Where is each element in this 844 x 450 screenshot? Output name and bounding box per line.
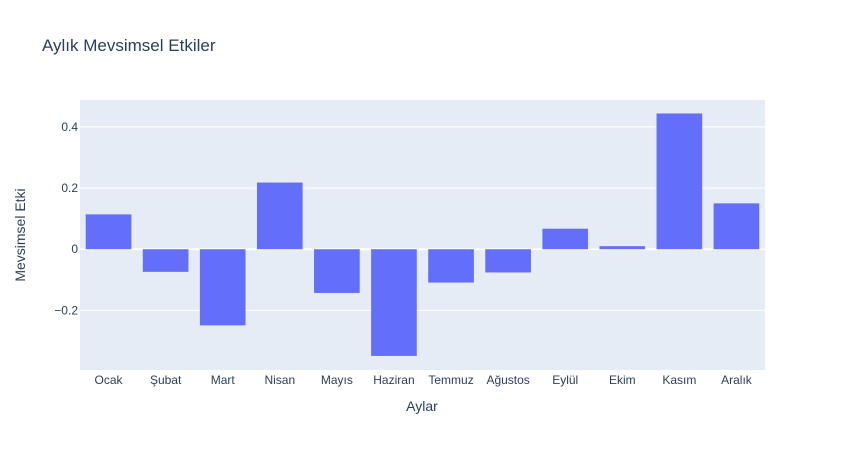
bar-eylül[interactable]: [542, 228, 589, 250]
y-tick-label: 0.2: [61, 181, 78, 195]
bar-ocak[interactable]: [85, 214, 132, 250]
chart-title: Aylık Mevsimsel Etkiler: [42, 36, 216, 55]
bar-kasım[interactable]: [656, 113, 703, 250]
x-tick-label: Ekim: [609, 373, 636, 387]
y-axis-title: Mevsimsel Etki: [12, 188, 28, 281]
x-axis-ticks: Ocak Şubat Mart Nisan Mayıs Haziran Temmuz Ağus…: [95, 373, 753, 387]
x-tick-label: Eylül: [552, 373, 578, 387]
x-tick-label: Aralık: [721, 373, 753, 387]
bar-aralık[interactable]: [713, 203, 760, 250]
x-tick-label: Mayıs: [321, 373, 353, 387]
bar-ekim[interactable]: [599, 246, 646, 250]
y-tick-label: 0: [71, 242, 78, 256]
x-tick-label: Kasım: [662, 373, 696, 387]
bar-ağustos[interactable]: [485, 249, 531, 273]
x-tick-label: Şubat: [150, 373, 182, 387]
y-tick-label: 0.4: [61, 120, 78, 134]
bar-nisan[interactable]: [256, 182, 303, 250]
x-tick-label: Haziran: [373, 373, 414, 387]
y-gridlines: [80, 126, 765, 311]
plot-area: [80, 100, 765, 370]
bar-haziran[interactable]: [371, 249, 417, 356]
x-tick-label: Mart: [211, 373, 236, 387]
x-axis-title: Aylar: [406, 398, 438, 414]
bar-mart[interactable]: [199, 249, 246, 326]
y-axis-ticks: −0.2 0 0.2 0.4: [54, 120, 78, 317]
x-tick-label: Ocak: [95, 373, 124, 387]
bar-temmuz[interactable]: [428, 249, 474, 283]
bar-mayıs[interactable]: [314, 249, 360, 293]
bar-şubat[interactable]: [142, 249, 189, 272]
x-tick-label: Ağustos: [486, 373, 529, 387]
bar-series: [85, 113, 760, 356]
x-tick-label: Nisan: [264, 373, 295, 387]
y-tick-label: −0.2: [54, 303, 78, 317]
x-tick-label: Temmuz: [428, 373, 473, 387]
